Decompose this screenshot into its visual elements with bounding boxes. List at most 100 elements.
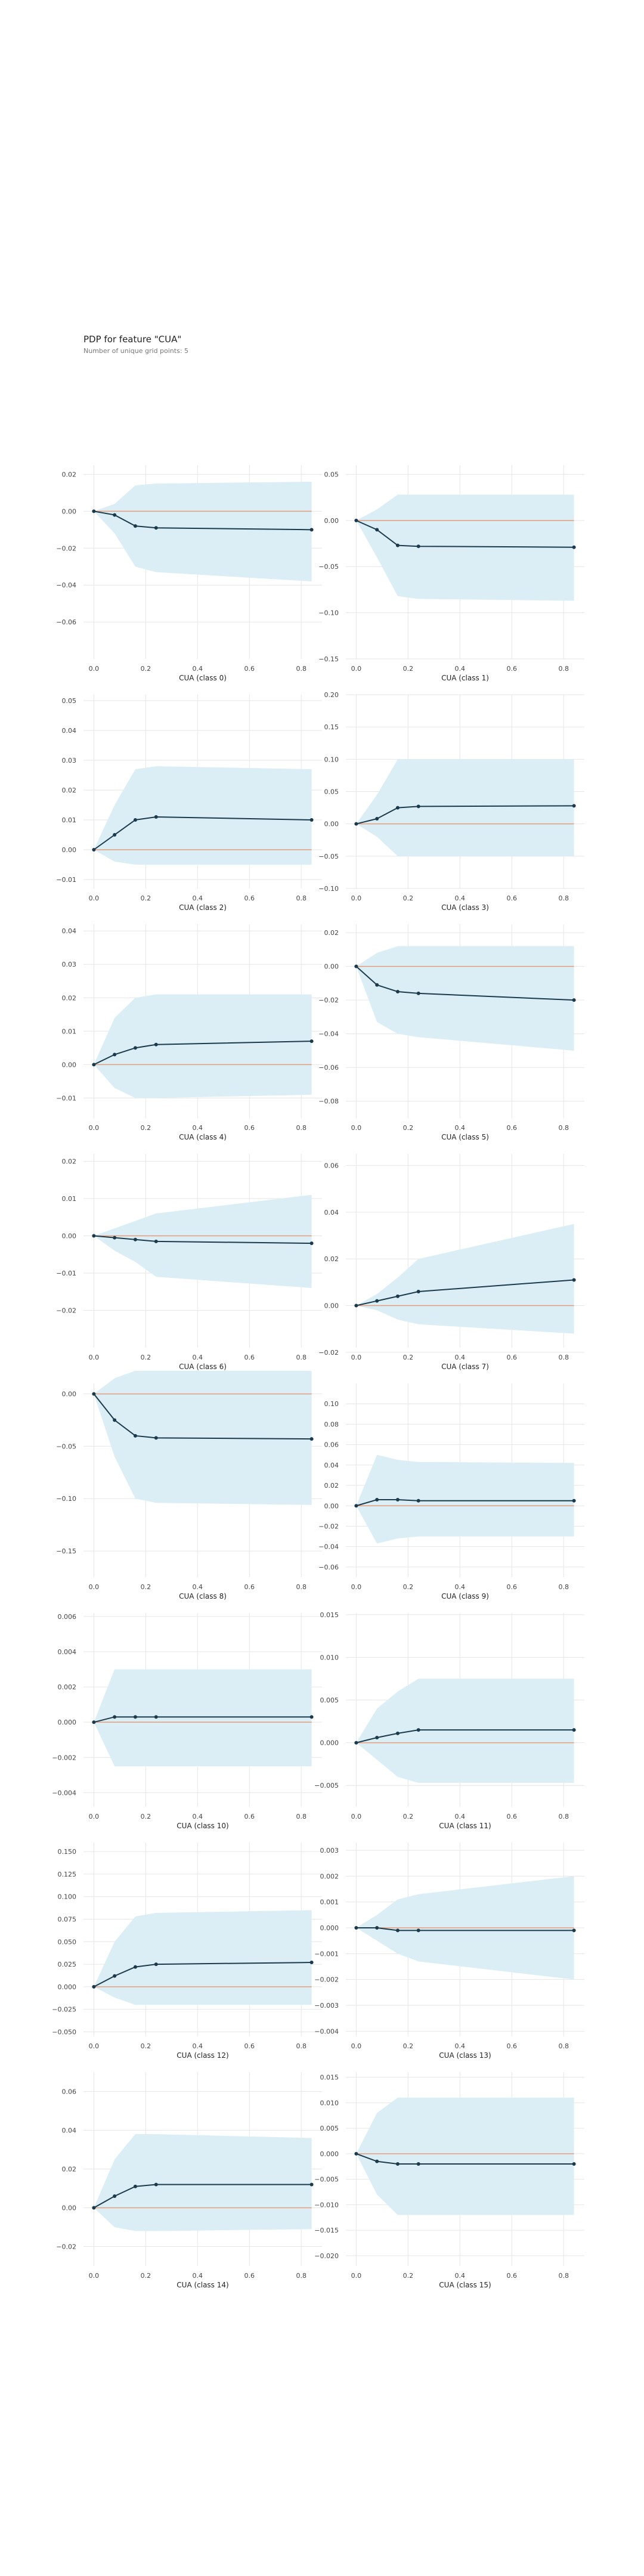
y-tick-label: 0.075 [58, 1915, 77, 1923]
y-tick-label: 0.02 [324, 1482, 339, 1490]
y-tick-label: 0.004 [58, 1648, 77, 1656]
pdp-point [154, 1042, 158, 1046]
x-tick-label: 0.0 [351, 2042, 362, 2050]
y-tick-label: 0.04 [62, 2127, 77, 2135]
pdp-point [92, 1063, 96, 1067]
y-tick-label: 0.000 [320, 2150, 339, 2158]
x-tick-label: 0.0 [89, 2042, 100, 2050]
y-tick-label: 0.002 [320, 1872, 339, 1880]
pdp-point [309, 2182, 314, 2187]
x-tick-label: 0.8 [558, 1124, 569, 1132]
x-tick-label: 0.0 [89, 1354, 100, 1361]
y-tick-label: 0.006 [58, 1613, 77, 1621]
pdp-point [309, 1241, 314, 1245]
pdp-point [572, 1928, 576, 1933]
pdp-point [354, 518, 358, 522]
y-tick-label: −0.10 [318, 885, 339, 893]
x-axis-label: CUA (class 8) [179, 1592, 227, 1600]
x-tick-label: 0.2 [403, 1354, 414, 1361]
x-axis-label: CUA (class 14) [177, 2281, 228, 2289]
y-tick-label: −0.02 [318, 1522, 339, 1530]
confidence-band [94, 766, 312, 865]
y-tick-label: 0.06 [62, 2088, 77, 2096]
y-tick-label: −0.02 [56, 2243, 76, 2251]
y-tick-label: 0.000 [320, 1924, 339, 1932]
y-tick-label: 0.04 [62, 927, 77, 935]
pdp-point [113, 1715, 117, 1719]
pdp-subplot-class-4: 0.04 0.03 0.02 0.01 0.00 −0.01 0.0 0.2 0.4 0.6 0.8… [56, 924, 322, 1141]
y-tick-label: −0.01 [56, 876, 76, 884]
y-tick-label: 0.00 [324, 963, 339, 971]
x-tick-label: 0.8 [296, 665, 306, 673]
x-tick-label: 0.0 [89, 2272, 100, 2280]
pdp-point [113, 833, 117, 837]
pdp-subplot-class-7: 0.06 0.04 0.02 0.00 −0.02 0.0 0.2 0.4 0.6 0.8 CUA … [318, 1154, 584, 1371]
pdp-point [354, 1926, 358, 1930]
pdp-point [416, 1498, 420, 1503]
x-tick-label: 0.6 [507, 665, 518, 673]
pdp-point [309, 528, 314, 532]
pdp-point [416, 2162, 420, 2166]
pdp-subplot-class-11: 0.015 0.010 0.005 0.000 −0.005 0.0 0.2 0.4 0.6 0.… [314, 1611, 584, 1830]
pdp-point [354, 822, 358, 826]
y-tick-label: 0.000 [320, 1739, 339, 1747]
y-tick-label: −0.004 [314, 2027, 339, 2035]
x-tick-label: 0.6 [244, 665, 255, 673]
x-axis-label: CUA (class 12) [177, 2051, 228, 2060]
x-tick-label: 0.4 [455, 665, 466, 673]
y-tick-label: 0.00 [62, 1061, 77, 1069]
y-tick-label: 0.050 [58, 1938, 77, 1946]
y-tick-label: 0.010 [320, 1654, 339, 1661]
y-tick-label: 0.000 [58, 1983, 77, 1991]
pdp-point [92, 1392, 96, 1396]
pdp-point [354, 2151, 358, 2156]
pdp-subplot-class-9: 0.10 0.08 0.06 0.04 0.02 0.00 −0.02 −0.04 −0.06 0… [318, 1383, 584, 1600]
pdp-point [395, 2162, 400, 2166]
x-tick-label: 0.0 [351, 1813, 362, 1820]
x-tick-label: 0.2 [403, 665, 414, 673]
x-axis-label: CUA (class 3) [441, 903, 489, 912]
y-tick-label: −0.04 [56, 581, 76, 589]
page-title: PDP for feature "CUA" [83, 334, 182, 345]
pdp-point [572, 998, 576, 1002]
x-tick-label: 0.8 [558, 1813, 569, 1820]
y-tick-label: −0.04 [318, 1543, 339, 1551]
x-tick-label: 0.0 [89, 1124, 100, 1132]
x-tick-label: 0.6 [244, 1583, 255, 1591]
y-tick-label: −0.15 [56, 1547, 76, 1555]
x-tick-label: 0.8 [296, 1124, 306, 1132]
y-tick-label: −0.015 [314, 2227, 339, 2234]
y-tick-label: 0.003 [320, 1847, 339, 1854]
pdp-point [154, 1715, 158, 1719]
y-tick-label: −0.06 [56, 618, 76, 626]
pdp-point [113, 513, 117, 517]
y-tick-label: 0.100 [58, 1893, 77, 1901]
y-tick-label: 0.02 [62, 2166, 77, 2174]
y-tick-label: −0.020 [314, 2252, 339, 2260]
x-tick-label: 0.8 [296, 1354, 306, 1361]
y-tick-label: −0.15 [318, 655, 339, 663]
x-tick-label: 0.4 [455, 1583, 466, 1591]
pdp-point [92, 1984, 96, 1989]
x-tick-label: 0.6 [507, 2042, 518, 2050]
y-tick-label: 0.20 [324, 691, 339, 699]
y-tick-label: −0.01 [56, 1094, 76, 1102]
x-tick-label: 0.2 [141, 1583, 151, 1591]
x-tick-label: 0.2 [141, 2272, 151, 2280]
confidence-band [94, 1669, 312, 1767]
x-tick-label: 0.0 [351, 665, 362, 673]
x-tick-label: 0.0 [351, 1354, 362, 1361]
x-tick-label: 0.8 [296, 1583, 306, 1591]
y-tick-label: 0.02 [324, 929, 339, 937]
pdp-point [154, 1239, 158, 1243]
x-axis-label: CUA (class 10) [177, 1822, 228, 1830]
pdp-point [395, 806, 400, 810]
pdp-point [92, 2206, 96, 2210]
pdp-subplot-class-8: 0.00 −0.05 −0.10 −0.15 0.0 0.2 0.4 0.6 0.8 CUA (c… [56, 1370, 322, 1600]
x-axis-label: CUA (class 11) [439, 1822, 491, 1830]
y-tick-label: −0.002 [314, 1976, 339, 1984]
x-axis-label: CUA (class 13) [439, 2051, 491, 2060]
pdp-point [92, 848, 96, 852]
y-tick-label: −0.02 [56, 1307, 76, 1315]
pdp-subplot-class-13: 0.003 0.002 0.001 0.000 −0.001 −0.002 −0.003 −0… [314, 1843, 584, 2060]
